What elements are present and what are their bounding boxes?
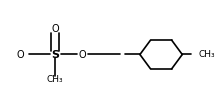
Text: S: S: [51, 49, 59, 60]
Text: O: O: [51, 24, 59, 34]
Text: CH₃: CH₃: [199, 50, 215, 59]
Text: CH₃: CH₃: [47, 76, 64, 84]
Text: O: O: [17, 49, 24, 60]
Text: O: O: [78, 49, 86, 60]
